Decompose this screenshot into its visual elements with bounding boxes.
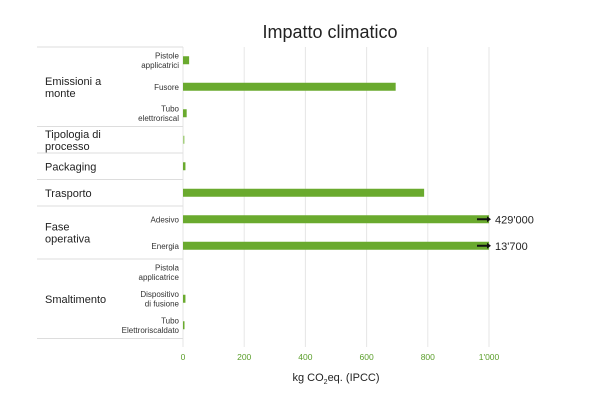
bar-label: Adesivo bbox=[151, 215, 180, 224]
bar-label: Pistola applicatrice bbox=[139, 264, 180, 283]
group-label: Emissioni a monte bbox=[45, 76, 102, 100]
bar bbox=[183, 109, 187, 118]
x-axis-label: kg CO2eq. (IPCC) bbox=[183, 372, 489, 386]
bar-label: Tubo elettroriscal bbox=[138, 105, 179, 124]
x-axis-label-subscript: 2 bbox=[323, 379, 328, 387]
bar-label: Tubo Elettroriscaldato bbox=[122, 317, 180, 336]
x-tick-label: 200 bbox=[237, 352, 251, 362]
bar-value-annotation: 13'700 bbox=[495, 241, 528, 253]
bar bbox=[183, 135, 185, 144]
x-tick-label: 600 bbox=[360, 352, 374, 362]
bar bbox=[183, 56, 190, 65]
bar bbox=[183, 162, 186, 171]
group-label: Trasporto bbox=[45, 188, 92, 200]
group-label: Packaging bbox=[45, 161, 96, 173]
overflow-arrowhead bbox=[487, 216, 491, 223]
x-tick-label: 800 bbox=[421, 352, 435, 362]
x-axis-label-suffix: eq. (IPCC) bbox=[327, 372, 380, 384]
bar bbox=[183, 188, 425, 197]
group-label: Smaltimento bbox=[45, 294, 106, 306]
bar-label: Dispositivo di fusione bbox=[140, 290, 179, 309]
bar-label: Pistole applicatrici bbox=[141, 52, 179, 71]
bar bbox=[183, 82, 396, 91]
chart-title: Impatto climatico bbox=[262, 22, 398, 42]
x-tick-label: 400 bbox=[298, 352, 312, 362]
bar bbox=[183, 321, 185, 330]
bar-value-annotation: 429'000 bbox=[495, 214, 534, 226]
bar-label: Energia bbox=[151, 242, 179, 251]
group-label: Tipologia di processo bbox=[45, 129, 101, 153]
x-tick-label: 0 bbox=[181, 352, 186, 362]
group-label: Fase operativa bbox=[45, 222, 91, 246]
bar bbox=[183, 241, 489, 250]
bar bbox=[183, 215, 489, 224]
bar-label: Fusore bbox=[154, 83, 179, 92]
x-tick-label: 1'000 bbox=[479, 352, 500, 362]
bar bbox=[183, 294, 186, 303]
overflow-arrowhead bbox=[487, 242, 491, 249]
x-axis-label-prefix: kg CO bbox=[292, 372, 324, 384]
